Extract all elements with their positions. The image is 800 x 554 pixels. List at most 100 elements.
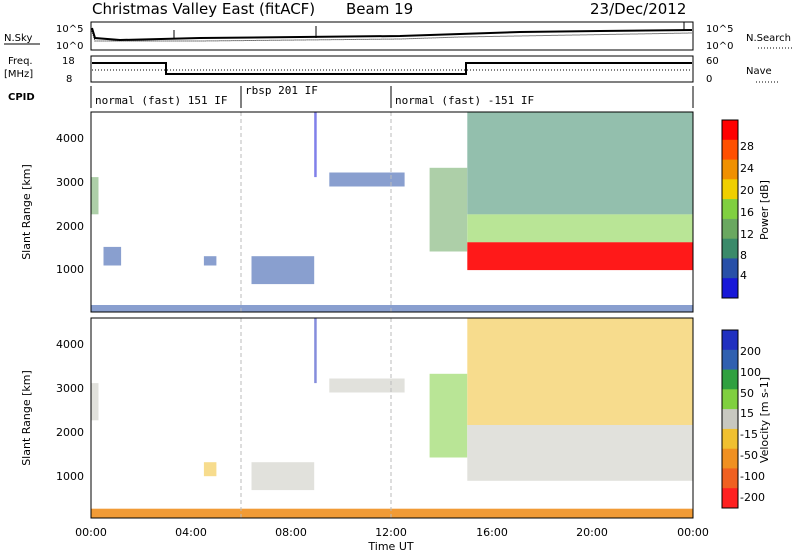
velocity-cbar-tick: 15 (740, 407, 754, 420)
scatter-region (251, 462, 315, 491)
colorbar-step (722, 389, 738, 410)
scatter-region (203, 462, 217, 477)
nsky-trace (91, 27, 693, 42)
power-frame (90, 111, 694, 313)
colorbar-step (722, 349, 738, 371)
scatter-region (91, 383, 99, 421)
xtick: 12:00 (375, 526, 407, 539)
scatter-region (329, 172, 405, 187)
colorbar-step (722, 330, 738, 351)
power-ylabel: Slant Range [km] (20, 164, 33, 260)
velocity-cbar-tick: 200 (740, 345, 761, 358)
freq-tick-top: 18 (62, 56, 75, 67)
colorbar-step (722, 488, 738, 509)
nsky-label: N.Sky (4, 33, 32, 44)
velocity-cbar-tick: -15 (740, 428, 758, 441)
date-label: 23/Dec/2012 (590, 0, 686, 18)
cpid-segment-3: normal (fast) -151 IF (395, 94, 534, 107)
colorbar-step (722, 409, 738, 430)
xtick: 20:00 (576, 526, 608, 539)
velocity-ytick: 2000 (56, 426, 84, 439)
velocity-ytick: 3000 (56, 382, 84, 395)
station-title: Christmas Valley East (fitACF) (92, 0, 315, 18)
scatter-region (251, 256, 315, 285)
cpid-label: CPID (8, 92, 35, 103)
scatter-region (91, 177, 99, 215)
scatter-region (329, 378, 405, 393)
freq-trace (92, 62, 692, 75)
freq-label: Freq. (8, 56, 33, 67)
nsearch-label: N.Search (746, 33, 791, 44)
power-colorbar (721, 119, 739, 299)
scatter-region (314, 318, 317, 384)
power-ytick: 1000 (56, 263, 84, 276)
velocity-scatter (91, 318, 694, 518)
nsearch-trace (91, 30, 693, 42)
colorbar-step (722, 468, 738, 489)
colorbar-step (722, 369, 738, 390)
colorbar-step (722, 448, 738, 469)
velocity-cbar-label: Velocity [m s-1] (758, 377, 771, 463)
colorbar-step (722, 238, 738, 259)
colorbar-step (722, 428, 738, 450)
freq-unit: [MHz] (4, 69, 33, 80)
power-ytick: 2000 (56, 220, 84, 233)
freq-tick-bottom: 8 (66, 74, 72, 85)
scatter-region (467, 318, 694, 425)
velocity-cbar-tick: -100 (740, 470, 765, 483)
power-cbar-tick: 4 (740, 269, 747, 282)
colorbar-step (722, 218, 738, 240)
colorbar-step (722, 278, 738, 299)
scatter-region (203, 256, 217, 266)
velocity-cbar-tick: -50 (740, 449, 758, 462)
nsky-panel (90, 21, 694, 51)
nave-tick-top: 60 (706, 56, 719, 67)
velocity-ylabel: Slant Range [km] (20, 370, 33, 466)
cpid-segment-1: normal (fast) 151 IF (95, 94, 227, 107)
cpid-segment-2: rbsp 201 IF (245, 84, 318, 97)
scatter-region (467, 214, 694, 243)
scatter-region (467, 112, 694, 215)
scatter-region (103, 246, 122, 266)
nsky-tick-top: 10^5 (56, 24, 83, 35)
nsky-tick-bottom: 10^0 (56, 41, 83, 52)
power-cbar-label: Power [dB] (758, 180, 771, 240)
velocity-frame (90, 317, 694, 519)
velocity-ytick: 1000 (56, 470, 84, 483)
colorbar-frame (721, 119, 739, 299)
xtick: 00:00 (75, 526, 107, 539)
power-cbar-tick: 8 (740, 249, 747, 262)
colorbar-step (722, 179, 738, 200)
xtick: 16:00 (476, 526, 508, 539)
xtick: 08:00 (275, 526, 307, 539)
velocity-cbar-tick: -200 (740, 491, 765, 504)
beam-label: Beam 19 (346, 0, 413, 18)
colorbar-step (722, 120, 738, 141)
nsearch-tick-bottom: 10^0 (706, 41, 733, 52)
power-ytick: 3000 (56, 176, 84, 189)
power-ytick: 4000 (56, 132, 84, 145)
xtick: 00:00 (677, 526, 709, 539)
scatter-region (91, 305, 693, 312)
power-panel (90, 111, 694, 313)
power-cbar-tick: 12 (740, 228, 754, 241)
nave-label: Nave (746, 66, 772, 77)
xlabel: Time UT (367, 540, 413, 553)
nave-tick-bottom: 0 (706, 74, 712, 85)
power-scatter (91, 112, 694, 312)
power-cbar-tick: 28 (740, 140, 754, 153)
velocity-cbar-tick: 50 (740, 387, 754, 400)
scatter-region (429, 373, 468, 458)
scatter-region (429, 167, 468, 252)
colorbar-step (722, 139, 738, 161)
freq-panel (90, 55, 694, 83)
scatter-region (91, 508, 693, 518)
nsearch-tick-top: 10^5 (706, 24, 733, 35)
power-cbar-tick: 16 (740, 206, 754, 219)
scatter-region (467, 425, 694, 481)
scatter-region (314, 112, 317, 178)
scatter-region (467, 242, 694, 271)
power-cbar-tick: 20 (740, 184, 754, 197)
colorbar-step (722, 199, 738, 220)
